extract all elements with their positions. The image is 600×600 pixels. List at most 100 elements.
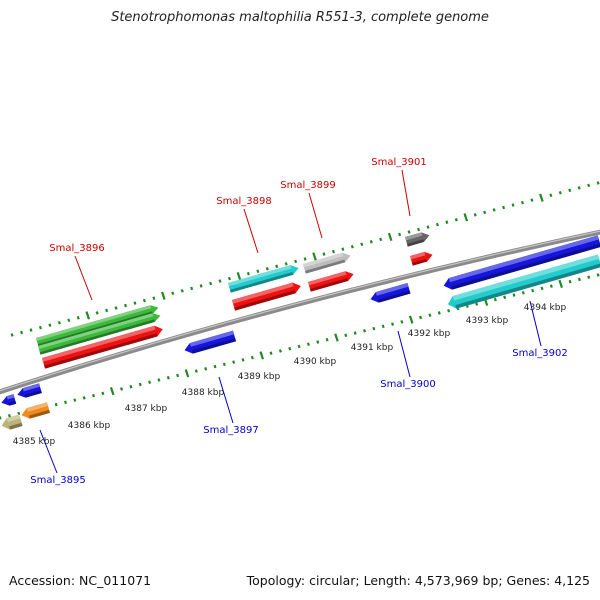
minor-tick bbox=[530, 198, 534, 202]
kbp-label: 4388 kbp bbox=[182, 388, 225, 398]
major-tick bbox=[408, 315, 414, 324]
minor-tick bbox=[246, 271, 250, 276]
topology-label: Topology: circular; Length: 4,573,969 bp… bbox=[246, 573, 590, 588]
minor-tick bbox=[549, 193, 553, 197]
gene-arrow-smal-3901-shadow bbox=[406, 239, 425, 247]
minor-tick bbox=[596, 273, 600, 277]
minor-tick bbox=[73, 398, 77, 402]
gene-arrow-orange-highlight bbox=[26, 402, 48, 412]
minor-tick bbox=[428, 313, 432, 317]
gene-arrow-smal-3900-shadow bbox=[377, 290, 411, 303]
minor-tick bbox=[7, 413, 11, 418]
minor-tick bbox=[265, 267, 269, 271]
minor-tick bbox=[437, 311, 441, 315]
minor-tick bbox=[190, 286, 194, 291]
callout-smal-3901-label: Smal_3901 bbox=[371, 157, 426, 168]
gene-arrow-smal-3895-highlight bbox=[22, 383, 41, 392]
minor-tick bbox=[369, 240, 373, 244]
minor-tick bbox=[353, 331, 357, 335]
minor-tick bbox=[568, 188, 572, 193]
callout-smal-3900-leader bbox=[397, 330, 411, 378]
gene-arrow-blue-left bbox=[1, 394, 17, 406]
minor-tick bbox=[204, 367, 208, 371]
kbp-label: 4390 kbp bbox=[294, 357, 337, 367]
callout-smal-3895-leader bbox=[39, 429, 58, 474]
minor-tick bbox=[157, 378, 161, 382]
minor-tick bbox=[325, 337, 329, 342]
minor-tick bbox=[120, 387, 124, 391]
minor-tick bbox=[520, 200, 524, 205]
minor-tick bbox=[0, 416, 2, 420]
gene-arrow-red-3898-highlight bbox=[232, 282, 294, 304]
minor-tick bbox=[142, 298, 146, 303]
minor-tick bbox=[297, 344, 301, 349]
minor-tick bbox=[213, 364, 217, 369]
minor-tick bbox=[63, 400, 68, 405]
gene-arrow-green-highlight bbox=[37, 313, 154, 350]
minor-tick bbox=[92, 393, 96, 398]
gene-arrow-smal-3897-shadow bbox=[191, 338, 237, 354]
minor-tick bbox=[171, 291, 175, 296]
major-tick bbox=[463, 213, 469, 222]
minor-tick bbox=[512, 293, 516, 297]
major-tick bbox=[109, 387, 115, 396]
callout-smal-3896-label: Smal_3896 bbox=[49, 243, 104, 254]
gene-arrow-cyan-3902-highlight bbox=[452, 254, 600, 301]
minor-tick bbox=[303, 257, 307, 261]
callout-smal-3899-label: Smal_3899 bbox=[280, 180, 335, 191]
kbp-label: 4386 kbp bbox=[68, 421, 111, 431]
minor-tick bbox=[362, 329, 367, 333]
minor-tick bbox=[587, 183, 591, 188]
gene-arrow-smal-3896 bbox=[42, 325, 163, 369]
minor-tick bbox=[419, 315, 423, 320]
gene-arrow-red-3901-highlight bbox=[410, 251, 426, 260]
minor-tick bbox=[95, 311, 99, 315]
minor-tick bbox=[503, 295, 507, 300]
minor-tick bbox=[166, 375, 170, 380]
major-tick bbox=[334, 333, 339, 342]
minor-tick bbox=[511, 203, 515, 207]
minor-tick bbox=[38, 325, 42, 330]
gene-arrow-red-3901-shadow bbox=[411, 258, 428, 266]
kbp-label: 4391 kbp bbox=[351, 343, 394, 353]
gene-arrow-red-3899 bbox=[308, 271, 354, 292]
gene-arrow-smal-3900-highlight bbox=[375, 282, 409, 296]
minor-tick bbox=[473, 213, 477, 217]
minor-tick bbox=[316, 340, 320, 344]
minor-tick bbox=[124, 303, 128, 308]
minor-tick bbox=[502, 205, 506, 210]
minor-tick bbox=[48, 323, 52, 327]
kbp-label: 4392 kbp bbox=[408, 329, 451, 339]
gene-arrow-smal-3900 bbox=[370, 282, 411, 303]
gene-arrow-orange-shadow bbox=[28, 409, 50, 419]
gene-arrow-khaki bbox=[1, 414, 23, 430]
minor-tick bbox=[549, 284, 553, 288]
minor-tick bbox=[360, 242, 364, 247]
gene-callouts: Smal_3896 Smal_3898 Smal_3899 Smal_3901 Smal… bbox=[30, 157, 567, 486]
minor-tick bbox=[558, 191, 562, 195]
gene-arrow-smal-3896-shadow bbox=[44, 333, 158, 369]
minor-tick bbox=[241, 358, 245, 362]
gene-arrow-khaki-highlight bbox=[6, 414, 21, 423]
minor-tick bbox=[372, 326, 376, 331]
minor-tick bbox=[344, 333, 348, 338]
minor-tick bbox=[76, 316, 80, 320]
minor-tick bbox=[379, 237, 383, 242]
gene-arrow-smal-3899-highlight bbox=[303, 252, 344, 268]
gene-arrow-smal-3897-highlight bbox=[189, 330, 235, 347]
minor-tick bbox=[492, 208, 496, 212]
gene-arrow-red-3901 bbox=[410, 251, 433, 266]
gene-arrow-blue-left-shadow bbox=[8, 401, 17, 406]
gene-arrow-smal-3898 bbox=[228, 265, 299, 293]
kbp-label: 4387 kbp bbox=[125, 404, 168, 414]
gene-arrow-smal-3895 bbox=[17, 383, 42, 398]
gene-arrow-cyan-3902-shadow bbox=[455, 263, 600, 309]
callout-smal-3896-leader bbox=[74, 255, 93, 301]
minor-tick bbox=[322, 252, 326, 256]
gene-arrow-blue-left-highlight bbox=[6, 394, 15, 400]
backbone-line bbox=[0, 229, 600, 395]
minor-tick bbox=[227, 276, 231, 281]
minor-tick bbox=[284, 262, 288, 266]
minor-tick bbox=[540, 286, 544, 291]
minor-tick bbox=[269, 351, 273, 355]
